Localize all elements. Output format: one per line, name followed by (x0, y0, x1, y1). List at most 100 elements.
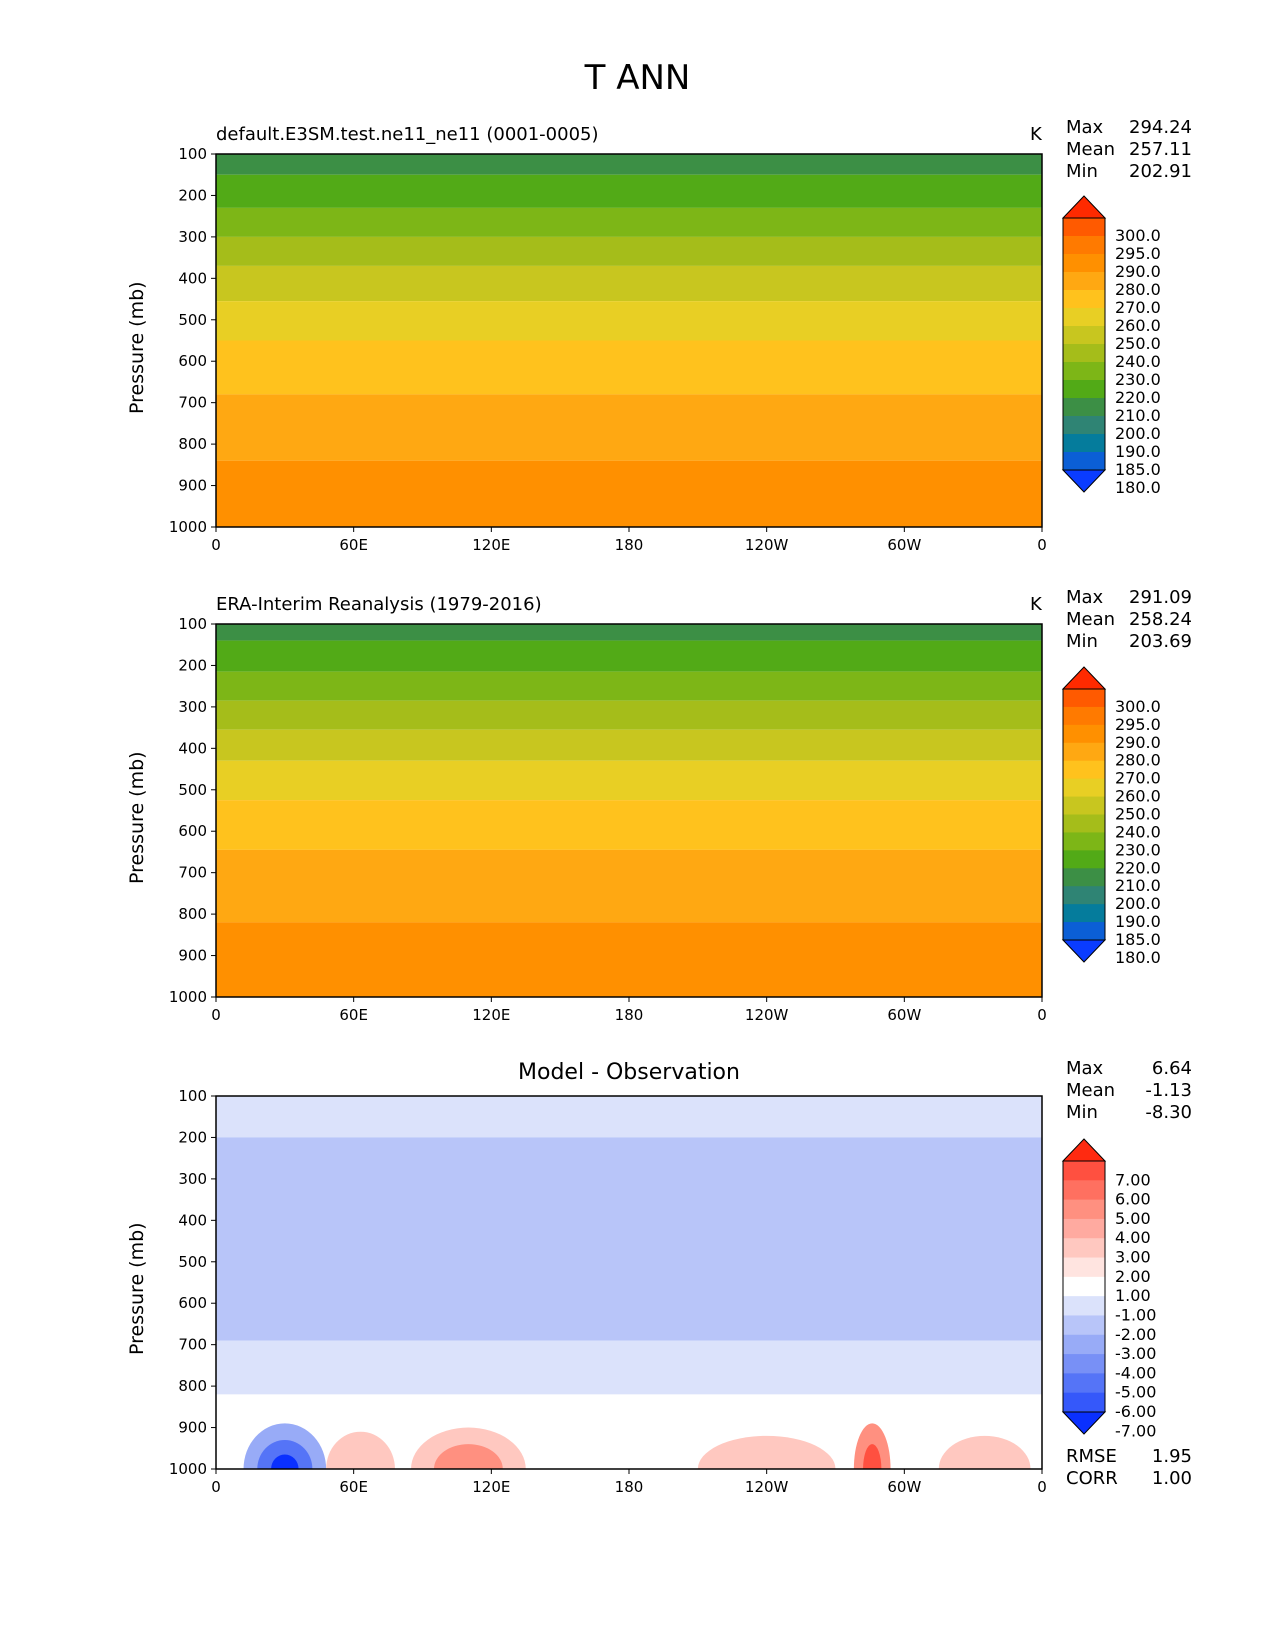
panel2-xtick-label: 0 (211, 1006, 221, 1024)
panel3-contour-blob (863, 1444, 882, 1469)
panel3-colorbar-label: 2.00 (1115, 1267, 1151, 1286)
panel3-colorbar-swatch (1063, 1238, 1105, 1259)
panel1-band (216, 154, 1042, 175)
panel2-colorbar-swatch (1063, 760, 1105, 780)
panel1-ytick-label: 500 (178, 311, 207, 329)
panel1-colorbar-swatch (1063, 326, 1105, 345)
panel2-ytick-label: 500 (178, 781, 207, 799)
panel2-band (216, 800, 1042, 850)
panel3-colorbar-min-extend (1061, 1411, 1107, 1435)
panel2-colorbar-label: 180.0 (1115, 948, 1161, 967)
panel1-colorbar-swatch (1063, 344, 1105, 363)
panel1-colorbar-max-extend (1061, 195, 1107, 219)
panel1-xtick-label: 120W (745, 536, 789, 554)
panel2-colorbar-swatch (1063, 706, 1105, 726)
panel2-ytick-label: 600 (178, 822, 207, 840)
panel3-ytick-label: 800 (178, 1377, 207, 1395)
panel2-colorbar-label: 300.0 (1115, 697, 1161, 716)
panel2-ytick-label: 200 (178, 656, 207, 674)
panel1-ytick-label: 900 (178, 477, 207, 495)
panel1-colorbar-swatch (1063, 452, 1105, 471)
panel2-band (216, 760, 1042, 801)
panel3-title: Model - Observation (518, 1060, 740, 1085)
panel3-xtick-label: 0 (1037, 1478, 1047, 1496)
panel2-band (216, 849, 1042, 923)
panel2-xtick-label: 180 (615, 1006, 644, 1024)
panel1-colorbar-label: 180.0 (1115, 478, 1161, 497)
panel1-xtick-label: 120E (472, 536, 510, 554)
panel3-colorbar-label: -1.00 (1115, 1305, 1156, 1324)
panel1-band (216, 236, 1042, 266)
panel3-contour-blob (697, 1435, 836, 1469)
panel1-colorbar-swatch (1063, 308, 1105, 327)
corr-label: CORR (1066, 1468, 1118, 1489)
panel2-xtick-label: 60E (339, 1006, 368, 1024)
panel1-ytick-label: 200 (178, 186, 207, 204)
panel1-min-value: 202.91 (1129, 161, 1192, 182)
panel3-colorbar-label: 3.00 (1115, 1248, 1151, 1267)
panel1-colorbar-swatch (1063, 218, 1105, 237)
panel2-colorbar-label: 190.0 (1115, 912, 1161, 931)
panel1-ytick-label: 600 (178, 352, 207, 370)
panel3-contour-blob (271, 1454, 299, 1469)
panel3-ytick-label: 400 (178, 1211, 207, 1229)
panel3-ytick-label: 200 (178, 1128, 207, 1146)
panel1-xtick-label: 60E (339, 536, 368, 554)
panel2-colorbar-label: 250.0 (1115, 805, 1161, 824)
panel3-xtick-label: 0 (211, 1478, 221, 1496)
panel1-ytick-label: 1000 (169, 518, 207, 536)
panel3-colorbar-label: -3.00 (1115, 1344, 1156, 1363)
panel3-ytick-label: 500 (178, 1253, 207, 1271)
panel2-xtick-label: 60W (887, 1006, 921, 1024)
panel1-colorbar-swatch (1063, 272, 1105, 291)
panel3-ytick-label: 300 (178, 1170, 207, 1188)
panel2-colorbar-swatch (1063, 742, 1105, 762)
panel3-colorbar-swatch (1063, 1334, 1105, 1355)
panel2-band (216, 640, 1042, 672)
panel2-ytick-label: 300 (178, 698, 207, 716)
panel3-ytick-label: 100 (178, 1087, 207, 1105)
panel1-colorbar-swatch (1063, 398, 1105, 417)
panel2-colorbar-label: 220.0 (1115, 858, 1161, 877)
panel1-colorbar-label: 190.0 (1115, 442, 1161, 461)
panel2-colorbar-label: 260.0 (1115, 787, 1161, 806)
panel3-xtick-label: 120E (472, 1478, 510, 1496)
panel2-band (216, 700, 1042, 730)
panel1-ytick-label: 700 (178, 394, 207, 412)
panel3-colorbar-label: 1.00 (1115, 1286, 1151, 1305)
panel2-colorbar-swatch (1063, 689, 1105, 708)
panel3-colorbar-swatch (1063, 1199, 1105, 1220)
panel3-xtick-label: 180 (615, 1478, 644, 1496)
panel3-xtick-label: 120W (745, 1478, 789, 1496)
panel2-colorbar-label: 210.0 (1115, 876, 1161, 895)
panel1-colorbar-label: 185.0 (1115, 460, 1161, 479)
panel3-mean-label: Mean (1066, 1080, 1116, 1101)
panel1-ytick-label: 100 (178, 145, 207, 163)
panel2-ytick-label: 400 (178, 739, 207, 757)
panel2-title: ERA-Interim Reanalysis (1979-2016) (216, 594, 542, 615)
panel2-xtick-label: 0 (1037, 1006, 1047, 1024)
panel3-colorbar-label: 7.00 (1115, 1170, 1151, 1189)
rmse-label: RMSE (1066, 1446, 1117, 1467)
panel2-colorbar-swatch (1063, 886, 1105, 905)
panel1-colorbar-label: 250.0 (1115, 334, 1161, 353)
panel1-band (216, 301, 1042, 341)
panel3-colorbar-label: -2.00 (1115, 1325, 1156, 1344)
panel2-colorbar-max-extend (1061, 666, 1107, 690)
panel1-colorbar-label: 240.0 (1115, 352, 1161, 371)
panel3-xtick-label: 60E (339, 1478, 368, 1496)
panel2-ylabel: Pressure (mb) (126, 751, 148, 884)
panel3-max-value: 6.64 (1151, 1058, 1192, 1079)
panel1-colorbar-label: 210.0 (1115, 406, 1161, 425)
panel2-units: K (1030, 594, 1042, 615)
panel1-colorbar-label: 300.0 (1115, 226, 1161, 245)
panel2-colorbar-swatch (1063, 904, 1105, 923)
panel1-colorbar-label: 295.0 (1115, 244, 1161, 263)
panel3-colorbar-swatch (1063, 1180, 1105, 1201)
panel1-band (216, 460, 1042, 527)
panel1-band (216, 340, 1042, 395)
panel1-band (216, 394, 1042, 461)
panel1-mean-value: 257.11 (1129, 139, 1192, 160)
panel3-colorbar-swatch (1063, 1218, 1105, 1239)
rmse-value: 1.95 (1151, 1446, 1192, 1467)
